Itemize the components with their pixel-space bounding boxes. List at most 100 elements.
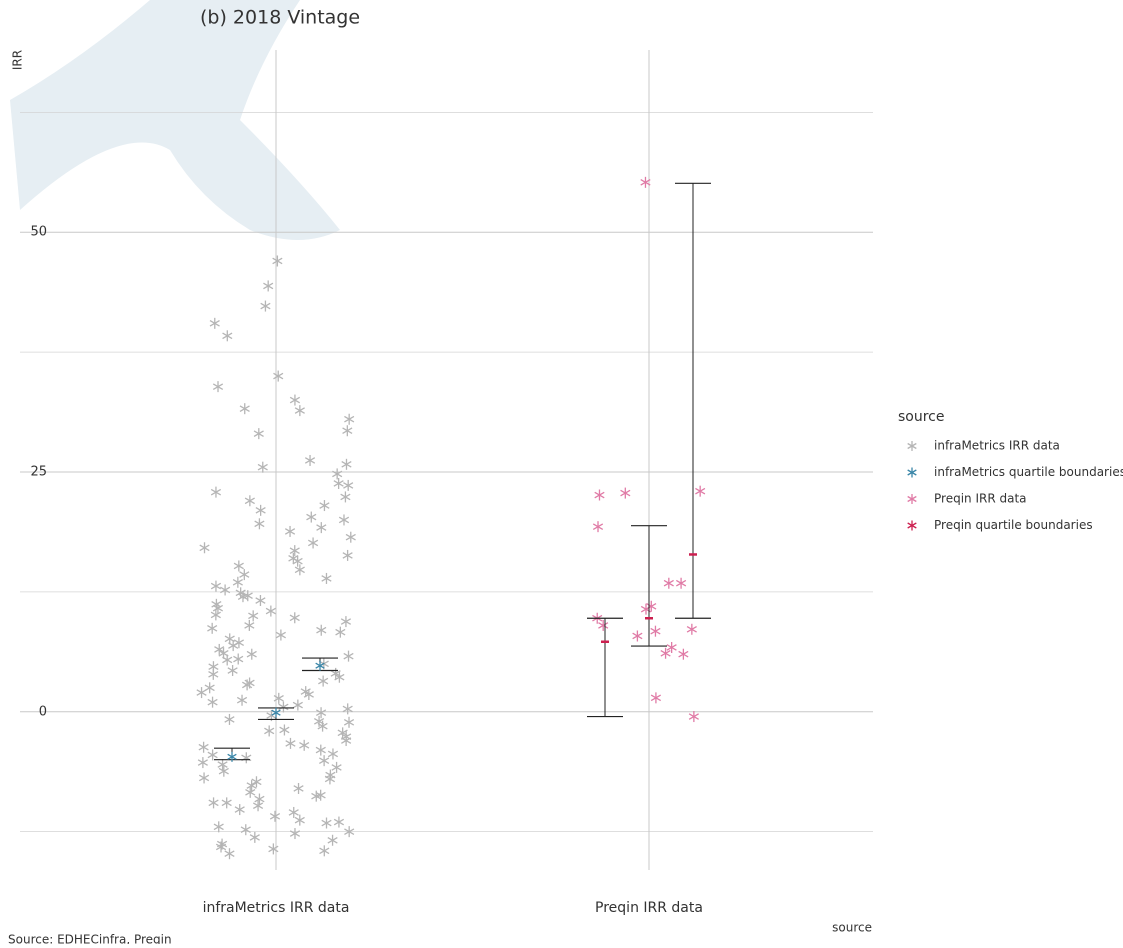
data-point bbox=[338, 514, 350, 526]
star-stroke bbox=[294, 407, 305, 414]
star-stroke bbox=[341, 737, 352, 744]
star-stroke bbox=[327, 750, 339, 758]
star-stroke bbox=[650, 627, 661, 635]
x-axis-title: source bbox=[832, 921, 872, 935]
star-stroke bbox=[289, 614, 300, 622]
star-stroke bbox=[598, 622, 609, 629]
star-stroke bbox=[269, 812, 281, 820]
data-point bbox=[239, 403, 250, 415]
star-stroke bbox=[315, 709, 327, 717]
data-point bbox=[236, 694, 248, 706]
star-stroke bbox=[344, 828, 355, 835]
star-stroke bbox=[335, 628, 346, 636]
data-point bbox=[209, 317, 220, 329]
data-point bbox=[272, 255, 283, 267]
data-point bbox=[324, 773, 336, 785]
star-stroke bbox=[233, 655, 244, 663]
data-point bbox=[678, 648, 689, 660]
star-stroke bbox=[307, 539, 319, 547]
star-stroke bbox=[632, 632, 643, 640]
data-point bbox=[260, 300, 271, 312]
star-stroke bbox=[333, 480, 344, 487]
star-stroke bbox=[204, 684, 215, 692]
legend-symbol bbox=[907, 520, 917, 531]
star-stroke bbox=[218, 767, 229, 775]
data-point bbox=[332, 468, 343, 480]
data-point bbox=[318, 675, 329, 687]
data-point bbox=[316, 624, 327, 636]
data-point bbox=[255, 504, 266, 516]
star-stroke bbox=[272, 257, 283, 265]
legend-symbol bbox=[907, 467, 917, 478]
star-stroke bbox=[240, 826, 251, 834]
data-point bbox=[316, 522, 327, 534]
star-stroke bbox=[246, 650, 257, 658]
data-point bbox=[207, 696, 218, 708]
data-point bbox=[344, 826, 355, 838]
data-point bbox=[284, 525, 296, 537]
star-stroke bbox=[678, 650, 689, 658]
data-point bbox=[213, 821, 224, 833]
star-stroke bbox=[288, 809, 299, 816]
star-stroke bbox=[263, 282, 274, 290]
star-stroke bbox=[199, 544, 210, 552]
data-point bbox=[246, 780, 257, 792]
data-point bbox=[198, 741, 209, 753]
data-point bbox=[650, 692, 662, 704]
star-stroke bbox=[224, 716, 235, 723]
data-point bbox=[319, 845, 330, 857]
data-point bbox=[252, 800, 264, 812]
data-point bbox=[234, 804, 245, 816]
data-point bbox=[244, 677, 255, 689]
star-stroke bbox=[234, 806, 245, 813]
data-point bbox=[248, 610, 259, 622]
star-stroke bbox=[242, 592, 253, 600]
star-stroke bbox=[235, 589, 246, 597]
data-point bbox=[207, 749, 218, 761]
star-stroke bbox=[332, 470, 343, 478]
star-stroke bbox=[289, 830, 301, 837]
data-point bbox=[264, 725, 275, 737]
star-stroke bbox=[249, 834, 260, 841]
star-stroke bbox=[342, 552, 353, 559]
star-stroke bbox=[221, 799, 232, 807]
star-stroke bbox=[315, 662, 325, 669]
data-point bbox=[210, 609, 221, 621]
star-stroke bbox=[321, 575, 332, 582]
star-stroke bbox=[675, 579, 687, 587]
data-point bbox=[341, 458, 352, 470]
star-stroke bbox=[251, 778, 262, 786]
data-point bbox=[345, 531, 356, 543]
data-point bbox=[222, 330, 233, 342]
data-point bbox=[303, 688, 314, 700]
data-point bbox=[666, 641, 677, 653]
star-stroke bbox=[293, 785, 304, 792]
star-stroke bbox=[207, 625, 218, 632]
x-tick-label: infraMetrics IRR data bbox=[203, 900, 350, 916]
caption: Source: EDHECinfra, Preqin bbox=[8, 933, 172, 945]
star-stroke bbox=[246, 782, 257, 789]
star-stroke bbox=[210, 488, 222, 496]
star-stroke bbox=[208, 663, 219, 670]
data-point bbox=[208, 797, 219, 809]
star-stroke bbox=[252, 802, 264, 810]
star-stroke bbox=[340, 618, 352, 625]
data-point bbox=[228, 640, 239, 652]
data-point bbox=[343, 479, 354, 491]
star-stroke bbox=[214, 646, 225, 653]
data-point bbox=[227, 665, 238, 677]
data-point bbox=[204, 682, 215, 694]
star-stroke bbox=[248, 612, 259, 620]
star-stroke bbox=[278, 703, 289, 711]
star-stroke bbox=[343, 652, 354, 660]
data-point bbox=[335, 626, 346, 638]
star-stroke bbox=[222, 332, 233, 340]
quartile-point bbox=[315, 660, 325, 671]
data-point bbox=[315, 744, 326, 756]
star-stroke bbox=[220, 586, 231, 594]
quartile-point bbox=[227, 751, 237, 762]
data-point bbox=[222, 654, 233, 666]
data-point bbox=[217, 759, 228, 771]
star-stroke bbox=[237, 593, 249, 600]
star-stroke bbox=[311, 792, 322, 800]
